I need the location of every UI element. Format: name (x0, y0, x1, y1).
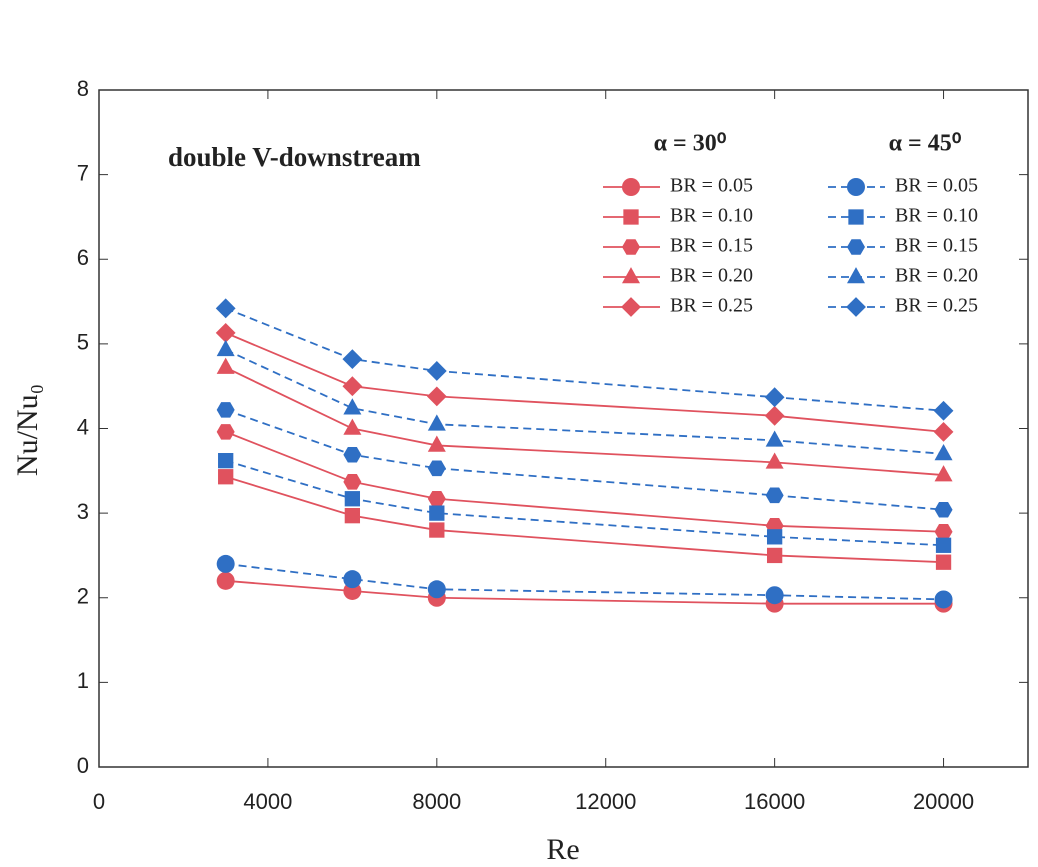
y-axis-label: Nu/Nu₀ (11, 384, 44, 476)
legend-label: BR = 0.25 (670, 295, 753, 317)
marker (343, 447, 361, 463)
marker (765, 387, 785, 407)
legend-marker (847, 239, 865, 255)
legend-marker (622, 178, 640, 196)
y-tick-label: 4 (77, 414, 89, 439)
legend-label: BR = 0.15 (895, 235, 978, 257)
x-tick-label: 0 (93, 789, 105, 814)
plot-frame (99, 90, 1028, 767)
series-line (226, 581, 944, 604)
marker (218, 453, 233, 468)
legend-label: BR = 0.20 (670, 265, 753, 287)
marker (218, 469, 233, 484)
marker (936, 538, 951, 553)
y-tick-label: 2 (77, 584, 89, 609)
y-tick-label: 8 (77, 76, 89, 101)
marker (342, 376, 362, 396)
series-line (226, 432, 944, 532)
marker (217, 402, 235, 418)
legend-label: BR = 0.10 (670, 205, 753, 227)
series-line (226, 308, 944, 410)
marker (427, 386, 447, 406)
marker (216, 323, 236, 343)
marker (935, 444, 953, 460)
marker (766, 430, 784, 446)
x-tick-label: 4000 (243, 789, 292, 814)
legend-label: BR = 0.25 (895, 295, 978, 317)
marker (935, 590, 953, 608)
y-tick-label: 6 (77, 245, 89, 270)
marker (428, 491, 446, 507)
x-tick-label: 16000 (744, 789, 805, 814)
marker (766, 586, 784, 604)
marker (427, 361, 447, 381)
marker (217, 358, 235, 374)
legend-label: BR = 0.20 (895, 265, 978, 287)
marker (342, 349, 362, 369)
marker (429, 505, 444, 520)
marker (217, 424, 235, 440)
marker (767, 529, 782, 544)
marker (935, 465, 953, 481)
y-tick-label: 0 (77, 753, 89, 778)
x-tick-label: 20000 (913, 789, 974, 814)
series-line (226, 461, 944, 546)
marker (936, 555, 951, 570)
marker (765, 406, 785, 426)
legend-marker (848, 209, 863, 224)
marker (217, 340, 235, 356)
marker (343, 419, 361, 435)
marker (766, 488, 784, 504)
legend-marker (621, 297, 641, 317)
x-tick-label: 8000 (412, 789, 461, 814)
series-line (226, 564, 944, 600)
marker (345, 508, 360, 523)
legend-marker (847, 178, 865, 196)
legend-title: α = 30⁰ (654, 131, 727, 157)
marker (934, 422, 954, 442)
marker (428, 460, 446, 476)
series-line (226, 477, 944, 562)
marker (428, 580, 446, 598)
y-tick-label: 1 (77, 668, 89, 693)
marker (429, 522, 444, 537)
legend-marker (623, 209, 638, 224)
legend-marker (622, 267, 640, 283)
legend-marker (622, 239, 640, 255)
marker (343, 570, 361, 588)
legend-label: BR = 0.05 (670, 175, 753, 197)
marker (767, 548, 782, 563)
marker (217, 555, 235, 573)
annotation: double V-downstream (168, 142, 421, 172)
marker (216, 298, 236, 318)
marker (343, 398, 361, 414)
chart: double V-downstream Re Nu/Nu₀ 0 4000 8000 1… (0, 0, 1038, 867)
y-tick-label: 7 (77, 160, 89, 185)
marker (766, 452, 784, 468)
marker (345, 491, 360, 506)
series-line (226, 350, 944, 454)
marker (428, 414, 446, 430)
x-tick-label: 12000 (575, 789, 636, 814)
series-line (226, 410, 944, 510)
marker (934, 401, 954, 421)
legend-label: BR = 0.15 (670, 235, 753, 257)
legend-label: BR = 0.10 (895, 205, 978, 227)
marker (935, 524, 953, 540)
x-axis-label: Re (546, 833, 579, 866)
marker (217, 572, 235, 590)
y-tick-label: 3 (77, 499, 89, 524)
y-tick-label: 5 (77, 330, 89, 355)
legend-label: BR = 0.05 (895, 175, 978, 197)
marker (343, 474, 361, 490)
legend-marker (846, 297, 866, 317)
legend-title: α = 45⁰ (889, 131, 962, 157)
marker (935, 502, 953, 518)
legend-marker (847, 267, 865, 283)
